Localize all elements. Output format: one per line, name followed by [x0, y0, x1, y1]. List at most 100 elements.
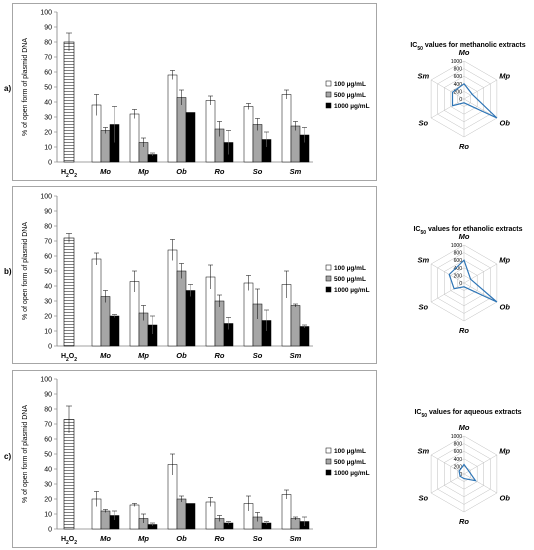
legend-swatch — [325, 275, 332, 282]
radar-series-line — [458, 463, 477, 482]
radar-axis-label: Mo — [459, 232, 470, 241]
figure-row-b: b) % of open form of plasmid DNA 0 10 20 30 4… — [0, 185, 534, 370]
radar-axis-label: Sm — [417, 447, 429, 456]
bar-2 — [176, 498, 187, 530]
radar-title: IC50 values for ethanolic extracts — [413, 226, 522, 236]
radar-spoke — [463, 473, 498, 494]
y-tick-label: 80 — [44, 407, 52, 414]
radar-tick-label: 400 — [454, 82, 463, 88]
y-tick-label: 80 — [44, 224, 52, 231]
radar-axis-label: Mp — [499, 256, 510, 265]
legend-swatch — [325, 264, 332, 271]
control-bar — [63, 41, 75, 163]
figure-row-c: c) % of open form of plasmid DNA 0 10 20 30 4… — [0, 370, 534, 550]
y-tick-label: 50 — [44, 85, 52, 92]
x-tick-label-control: H2O2 — [61, 353, 77, 363]
radar-spoke — [463, 263, 498, 284]
radar-spoke — [430, 79, 465, 100]
radar-tick-label: 600 — [454, 258, 463, 264]
bar-3 — [185, 503, 196, 530]
bar-3 — [185, 290, 196, 347]
bar-1 — [167, 249, 178, 347]
radar-axis-label: Mp — [499, 447, 510, 456]
x-tick-label: Mo — [100, 167, 111, 176]
y-tick-label: 20 — [44, 497, 52, 504]
x-tick-label-control: H2O2 — [61, 169, 77, 179]
y-tick-label: 80 — [44, 40, 52, 47]
bar-2 — [290, 518, 301, 530]
radar-spoke — [430, 98, 465, 119]
bar-2 — [290, 305, 301, 347]
x-tick-label: Sm — [290, 534, 302, 543]
y-tick-label: 60 — [44, 254, 52, 261]
legend-label: 100 µg/mL — [334, 448, 366, 455]
radar-tick-label: 800 — [454, 442, 463, 448]
y-tick-label: 10 — [44, 329, 52, 336]
legend-swatch — [325, 447, 332, 454]
y-tick-label: 30 — [44, 482, 52, 489]
y-axis-label: % of open form of plasmid DNA — [22, 222, 29, 320]
radar-axis-label: Mo — [459, 423, 470, 432]
y-tick-label: 90 — [44, 25, 52, 32]
x-tick-label: Mp — [138, 167, 149, 176]
bar-3 — [299, 326, 310, 347]
y-axis-label: % of open form of plasmid DNA — [22, 38, 29, 136]
bar-1 — [91, 258, 102, 347]
y-tick-label: 20 — [44, 130, 52, 137]
legend-swatch — [325, 458, 332, 465]
y-tick-label: 0 — [48, 344, 52, 351]
row-chart-svg: % of open form of plasmid DNA 0 10 20 30 40 50… — [22, 194, 523, 364]
radar-axis-label: Ro — [459, 326, 469, 335]
figure-row-a: a) % of open form of plasmid DNA 0 10 20 30 4… — [0, 0, 534, 185]
y-tick-label: 90 — [44, 392, 52, 399]
radar-spoke — [430, 454, 465, 475]
radar-spoke — [463, 454, 498, 475]
bar-chart-frame — [12, 3, 377, 181]
radar-tick-label: 0 — [459, 281, 462, 287]
radar-axis-label: So — [418, 119, 428, 128]
radar-tick-label: 200 — [454, 89, 463, 95]
y-tick-label: 40 — [44, 100, 52, 107]
radar-series-line — [451, 82, 498, 119]
radar-axis-label: Ob — [499, 303, 510, 312]
panel-label: b) — [4, 267, 12, 276]
y-tick-label: 60 — [44, 70, 52, 77]
radar-tick-label: 400 — [454, 266, 463, 272]
radar-axis-label: Ro — [459, 517, 469, 526]
y-tick-label: 70 — [44, 422, 52, 429]
radar-tick-label: 600 — [454, 74, 463, 80]
legend-swatch — [325, 102, 332, 109]
radar-tick-label: 0 — [459, 97, 462, 103]
radar-tick-label: 1000 — [451, 243, 462, 249]
panel-label: a) — [4, 84, 12, 93]
bar-3 — [185, 112, 196, 163]
x-tick-label: Mo — [100, 351, 111, 360]
bar-1 — [281, 94, 292, 163]
legend-label: 100 µg/mL — [334, 265, 366, 272]
bar-1 — [243, 106, 254, 163]
y-tick-label: 40 — [44, 284, 52, 291]
radar-tick-label: 800 — [454, 67, 463, 73]
radar-axis-label: Mp — [499, 72, 510, 81]
bar-2 — [176, 97, 187, 163]
bar-1 — [243, 282, 254, 347]
radar-tick-label: 400 — [454, 457, 463, 463]
x-tick-label: Sm — [290, 167, 302, 176]
bar-2 — [290, 125, 301, 163]
radar-series-line — [448, 259, 498, 303]
y-tick-label: 20 — [44, 314, 52, 321]
y-tick-label: 70 — [44, 239, 52, 246]
bar-2 — [100, 296, 111, 347]
y-tick-label: 70 — [44, 55, 52, 62]
radar-tick-label: 200 — [454, 464, 463, 470]
x-tick-label: Sm — [290, 351, 302, 360]
radar-tick-label: 200 — [454, 273, 463, 279]
bar-chart-frame — [12, 186, 377, 364]
y-tick-label: 10 — [44, 145, 52, 152]
control-bar — [63, 419, 75, 530]
legend-label: 1000 µg/mL — [334, 470, 370, 477]
bar-3 — [109, 315, 120, 347]
x-tick-label: Ro — [215, 534, 225, 543]
legend-swatch — [325, 91, 332, 98]
legend-swatch — [325, 80, 332, 87]
